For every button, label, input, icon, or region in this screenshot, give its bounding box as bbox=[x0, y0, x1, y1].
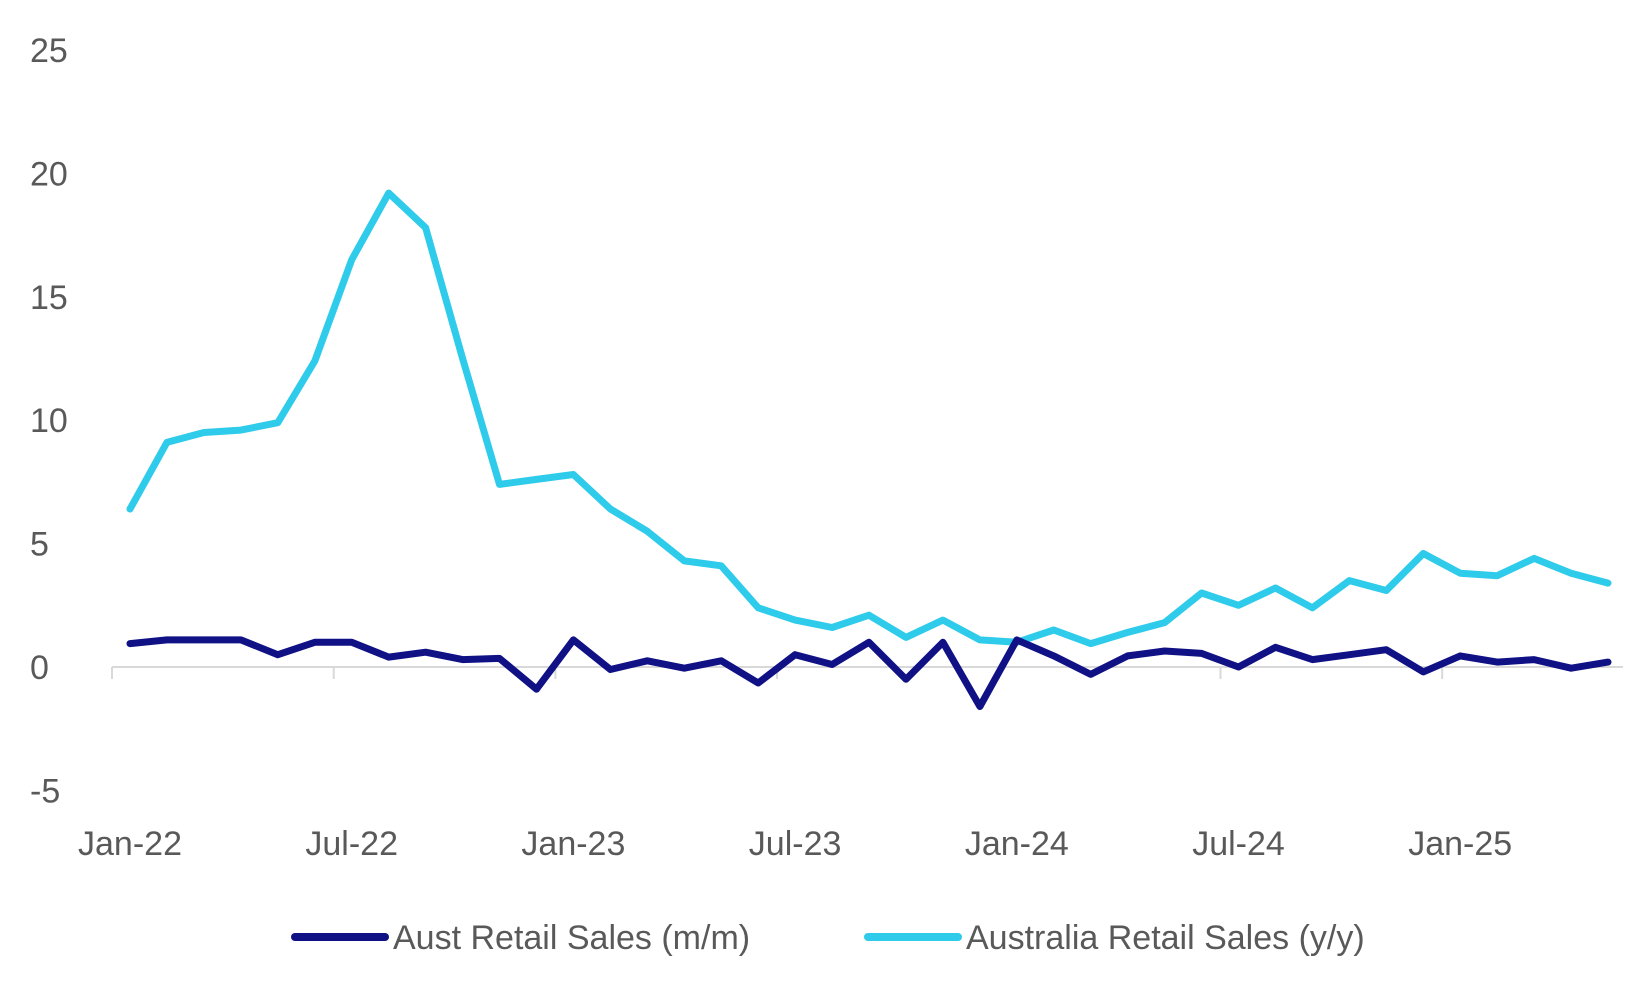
series-line-mm bbox=[126, 636, 1612, 710]
x-axis-ticks: Jan-22 Jul-22 Jan-23 Jul-23 Jan-24 Jul-24 Jan-… bbox=[78, 667, 1512, 863]
x-tick-label: Jul-22 bbox=[305, 825, 398, 863]
y-tick-label: 10 bbox=[30, 402, 68, 440]
series-line-yy bbox=[126, 189, 1612, 648]
y-axis-ticks: -5 0 5 10 15 20 25 bbox=[30, 32, 68, 810]
x-tick-label: Jan-23 bbox=[521, 825, 625, 863]
x-tick-label: Jan-25 bbox=[1408, 825, 1512, 863]
y-tick-label: 0 bbox=[30, 649, 49, 687]
y-tick-label: 5 bbox=[30, 526, 49, 564]
x-tick-label: Jan-22 bbox=[78, 825, 182, 863]
legend: Aust Retail Sales (m/m) Australia Retail… bbox=[291, 919, 1365, 957]
legend-label-mm: Aust Retail Sales (m/m) bbox=[393, 919, 750, 957]
y-tick-label: 15 bbox=[30, 279, 68, 317]
y-tick-label: 25 bbox=[30, 32, 68, 70]
x-tick-label: Jul-24 bbox=[1192, 825, 1285, 863]
y-tick-label: 20 bbox=[30, 155, 68, 193]
legend-label-yy: Australia Retail Sales (y/y) bbox=[966, 919, 1365, 957]
series-lines bbox=[126, 189, 1612, 710]
x-tick-label: Jul-23 bbox=[749, 825, 842, 863]
y-tick-label: -5 bbox=[30, 772, 60, 810]
x-tick-label: Jan-24 bbox=[965, 825, 1069, 863]
